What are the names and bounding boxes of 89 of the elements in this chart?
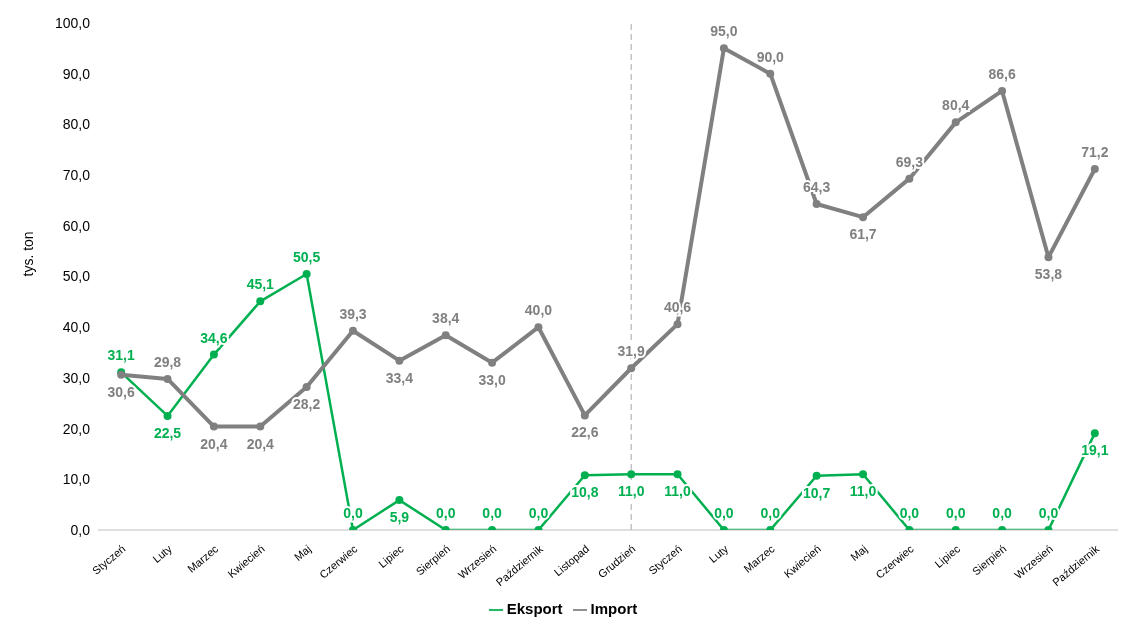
point <box>998 86 1007 95</box>
data-label: 80,4 <box>942 97 970 114</box>
legend-label: Import <box>590 600 638 617</box>
point <box>905 174 914 183</box>
point <box>302 269 311 278</box>
data-label: 38,4 <box>432 310 460 327</box>
point <box>395 496 404 505</box>
data-label: 33,4 <box>385 369 414 386</box>
data-label: 34,6 <box>200 329 228 346</box>
data-label: 0,0 <box>945 505 966 521</box>
data-label: 40,0 <box>524 302 553 319</box>
data-label: 0,0 <box>435 505 456 521</box>
data-label: 0,0 <box>714 505 734 521</box>
data-label: 0,0 <box>992 505 1013 521</box>
x-tick-label: Maj <box>848 542 870 564</box>
x-tick-label: Maj <box>291 542 314 564</box>
data-label: 5,9 <box>389 509 410 526</box>
y-tick-label: 80,0 <box>62 116 91 133</box>
data-label: 31,9 <box>617 343 646 360</box>
data-label: 86,6 <box>988 65 1016 82</box>
data-label: 22,5 <box>153 424 182 441</box>
y-tick-label: 30,0 <box>62 369 91 386</box>
point <box>209 422 218 431</box>
point <box>534 323 543 332</box>
data-label: 30,6 <box>107 383 136 400</box>
y-tick-label: 10,0 <box>62 471 91 488</box>
y-tick-label: 100,0 <box>54 14 91 31</box>
point <box>859 470 867 479</box>
y-tick-label: 20,0 <box>62 420 91 437</box>
y-tick-label: 50,0 <box>62 268 91 285</box>
point <box>627 470 636 479</box>
y-tick-label: 60,0 <box>62 217 91 234</box>
point <box>1090 429 1099 438</box>
data-label: 11,0 <box>617 483 645 500</box>
data-label: 20,4 <box>200 435 228 452</box>
y-tick-label: 70,0 <box>62 167 91 184</box>
x-tick-label: Luty <box>706 542 731 566</box>
data-label: 0,0 <box>482 505 503 521</box>
point <box>1044 253 1053 262</box>
data-label: 0,0 <box>760 505 781 521</box>
x-tick-label: Luty <box>150 542 175 566</box>
point <box>719 44 728 53</box>
point <box>673 320 682 329</box>
data-label: 61,7 <box>849 226 877 243</box>
y-axis-title: tys. ton <box>19 231 36 277</box>
point <box>580 411 589 420</box>
y-tick-label: 0,0 <box>70 521 91 538</box>
point <box>441 331 450 340</box>
data-label: 22,6 <box>571 424 599 441</box>
y-tick-label: 90,0 <box>62 65 91 82</box>
point <box>627 364 636 373</box>
data-label: 71,2 <box>1081 144 1109 161</box>
point <box>859 213 867 222</box>
data-label: 53,8 <box>1034 266 1063 283</box>
point <box>812 471 821 480</box>
point <box>256 297 265 306</box>
data-label: 0,0 <box>528 505 549 521</box>
data-label: 11,0 <box>849 483 877 500</box>
data-label: 69,3 <box>895 153 924 170</box>
point <box>395 356 404 365</box>
data-label: 10,7 <box>803 484 831 501</box>
data-label: 95,0 <box>710 23 738 40</box>
data-label: 50,5 <box>293 248 321 265</box>
point <box>766 69 775 78</box>
point <box>673 470 682 479</box>
y-tick-label: 40,0 <box>62 319 91 336</box>
point <box>951 118 960 127</box>
legend-label: Eksport <box>506 600 563 617</box>
data-label: 0,0 <box>899 505 920 521</box>
point <box>256 422 265 431</box>
data-label: 11,0 <box>664 483 691 500</box>
data-label: 28,2 <box>293 396 321 413</box>
point <box>163 374 172 383</box>
point <box>302 383 311 392</box>
point <box>488 358 497 367</box>
point <box>1090 165 1099 174</box>
data-label: 20,4 <box>246 435 275 452</box>
point <box>580 471 589 480</box>
point <box>209 350 218 359</box>
data-label: 39,3 <box>339 305 367 322</box>
point <box>812 200 821 208</box>
point <box>349 326 357 335</box>
data-label: 90,0 <box>756 48 785 65</box>
data-label: 10,8 <box>571 484 599 501</box>
data-label: 33,0 <box>478 371 506 388</box>
data-label: 29,8 <box>153 353 182 370</box>
data-label: 45,1 <box>246 276 275 293</box>
data-label: 31,1 <box>107 347 136 364</box>
point <box>163 411 172 420</box>
